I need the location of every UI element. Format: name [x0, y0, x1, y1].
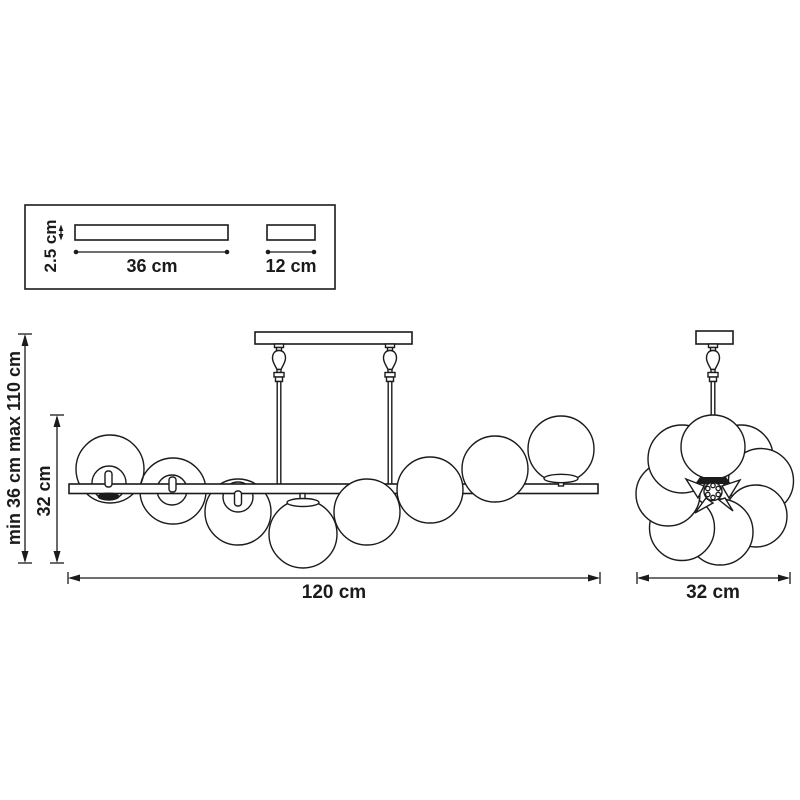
- fixture-depth-dimension: [636, 572, 791, 584]
- fixture-width-dimension: [67, 572, 601, 584]
- short-mounting-plate: [266, 224, 316, 241]
- hub-blade-right: [720, 478, 742, 500]
- socket-slot-1: [104, 470, 113, 488]
- hanger-left: [271, 343, 287, 383]
- glass-shade-1: [75, 434, 145, 504]
- glass-shade-6: [396, 456, 464, 524]
- cluster-shade-front: [680, 414, 746, 480]
- fixture-height-dimension: [50, 414, 64, 564]
- ceiling-canopy-side: [695, 330, 734, 345]
- glass-shade-7: [461, 435, 529, 503]
- long-plate-width-label: 36 cm: [126, 256, 177, 276]
- shade-cap-4: [286, 497, 320, 508]
- long-plate-dimension: [73, 249, 230, 255]
- hub-blade-left: [684, 477, 705, 500]
- fixture-height-label: 32 cm: [34, 465, 54, 516]
- fixture-depth-label: 32 cm: [686, 582, 740, 603]
- hub-blade-bottom-right: [717, 497, 734, 512]
- glass-shade-5: [333, 478, 401, 546]
- suspension-rod-right: [387, 380, 393, 486]
- shade-cluster: [635, 414, 795, 566]
- hanger-side: [705, 343, 721, 383]
- hub-plate: [695, 477, 731, 484]
- ceiling-canopy: [254, 331, 413, 345]
- hub-bearing: [703, 481, 723, 502]
- socket-slot-2: [168, 476, 177, 493]
- socket-slot-3: [233, 490, 243, 507]
- long-mounting-plate: [74, 224, 229, 241]
- shade-cap-8: [543, 473, 579, 484]
- glass-shade-3: [204, 478, 272, 546]
- plate-height-dimension: [58, 224, 64, 241]
- hanger-right: [382, 343, 398, 383]
- mounting-plates-box: 2.5 cm 36 cm 12 cm: [24, 204, 336, 290]
- front-view: [68, 331, 599, 569]
- plate-height-label: 2.5 cm: [41, 220, 60, 273]
- suspension-rod-side: [710, 380, 716, 417]
- socket-holder-1: [97, 492, 120, 501]
- box-border: [24, 204, 336, 290]
- hub-assembly: [684, 477, 742, 514]
- support-bar: [68, 483, 599, 495]
- short-plate-dimension: [265, 249, 317, 255]
- glass-shade-4: [268, 499, 338, 569]
- suspension-height-label: min 36 cm max 110 cm: [4, 351, 24, 545]
- suspension-rod-left: [276, 380, 282, 486]
- fixture-width-label: 120 cm: [302, 582, 366, 603]
- height-range-dimension: [18, 333, 32, 564]
- short-plate-width-label: 12 cm: [265, 256, 316, 276]
- side-view: 32 cm: [635, 330, 795, 603]
